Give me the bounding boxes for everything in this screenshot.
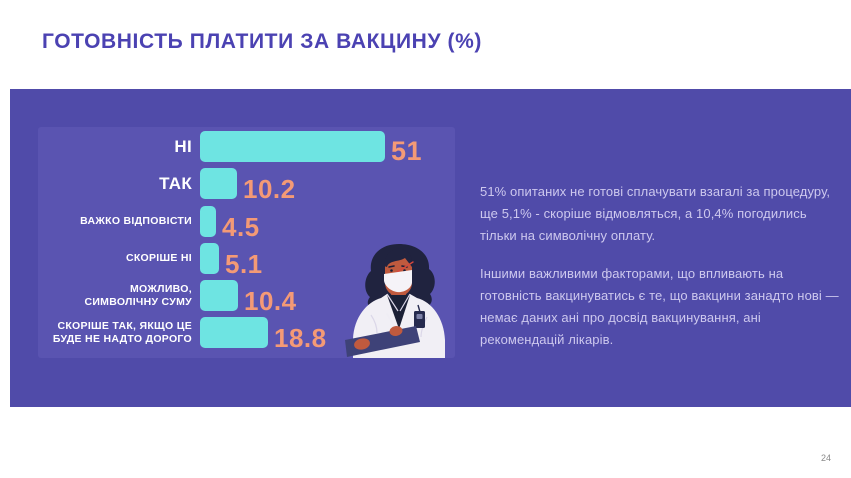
bar-label: МОЖЛИВО, СИМВОЛІЧНУ СУМУ [84,283,192,308]
chart-row: ВАЖКО ВІДПОВІСТИ 4.5 [38,206,455,242]
doctor-illustration [345,244,445,358]
description-paragraph-2: Іншими важливими факторами, що впливають… [480,266,839,347]
bar-chart: НІ 51 ТАК 10.2 ВАЖКО ВІДПОВІСТИ 4.5 СКОР… [38,127,455,358]
page-title: ГОТОВНІСТЬ ПЛАТИТИ ЗА ВАКЦИНУ (%) [42,30,483,53]
chart-row: МОЖЛИВО, СИМВОЛІЧНУ СУМУ 10.4 [38,280,455,316]
bar-value: 51 [391,136,423,166]
bar-value: 4.5 [222,212,260,242]
bar [200,280,238,311]
bar-label: НІ [174,136,192,156]
bar-label: СКОРІШЕ ТАК, ЯКЩО ЦЕ БУДЕ НЕ НАДТО ДОРОГ… [52,320,192,345]
bar-label: ВАЖКО ВІДПОВІСТИ [80,215,192,228]
bar-value: 10.2 [243,174,296,204]
description-paragraph-1: 51% опитаних не готові сплачувати взагал… [480,184,831,243]
bar-label: СКОРІШЕ НІ [125,252,192,265]
bar [200,243,219,274]
chart-row: СКОРІШЕ НІ 5.1 [38,243,455,279]
chart-row: СКОРІШЕ ТАК, ЯКЩО ЦЕ БУДЕ НЕ НАДТО ДОРОГ… [38,317,455,353]
bar-value: 5.1 [225,249,263,279]
bar-value: 10.4 [244,286,297,316]
page-number: 24 [820,453,831,463]
bar [200,206,216,237]
description-text: 51% опитаних не готові сплачувати взагал… [480,181,842,351]
bar [200,168,237,199]
chart-row: НІ 51 [38,131,455,166]
bar-value: 18.8 [274,323,327,353]
bar [200,317,268,348]
bar [200,131,385,162]
chart-row: ТАК 10.2 [38,168,455,204]
content-panel: НІ 51 ТАК 10.2 ВАЖКО ВІДПОВІСТИ 4.5 СКОР… [10,89,851,407]
bar-label: ТАК [159,173,192,193]
